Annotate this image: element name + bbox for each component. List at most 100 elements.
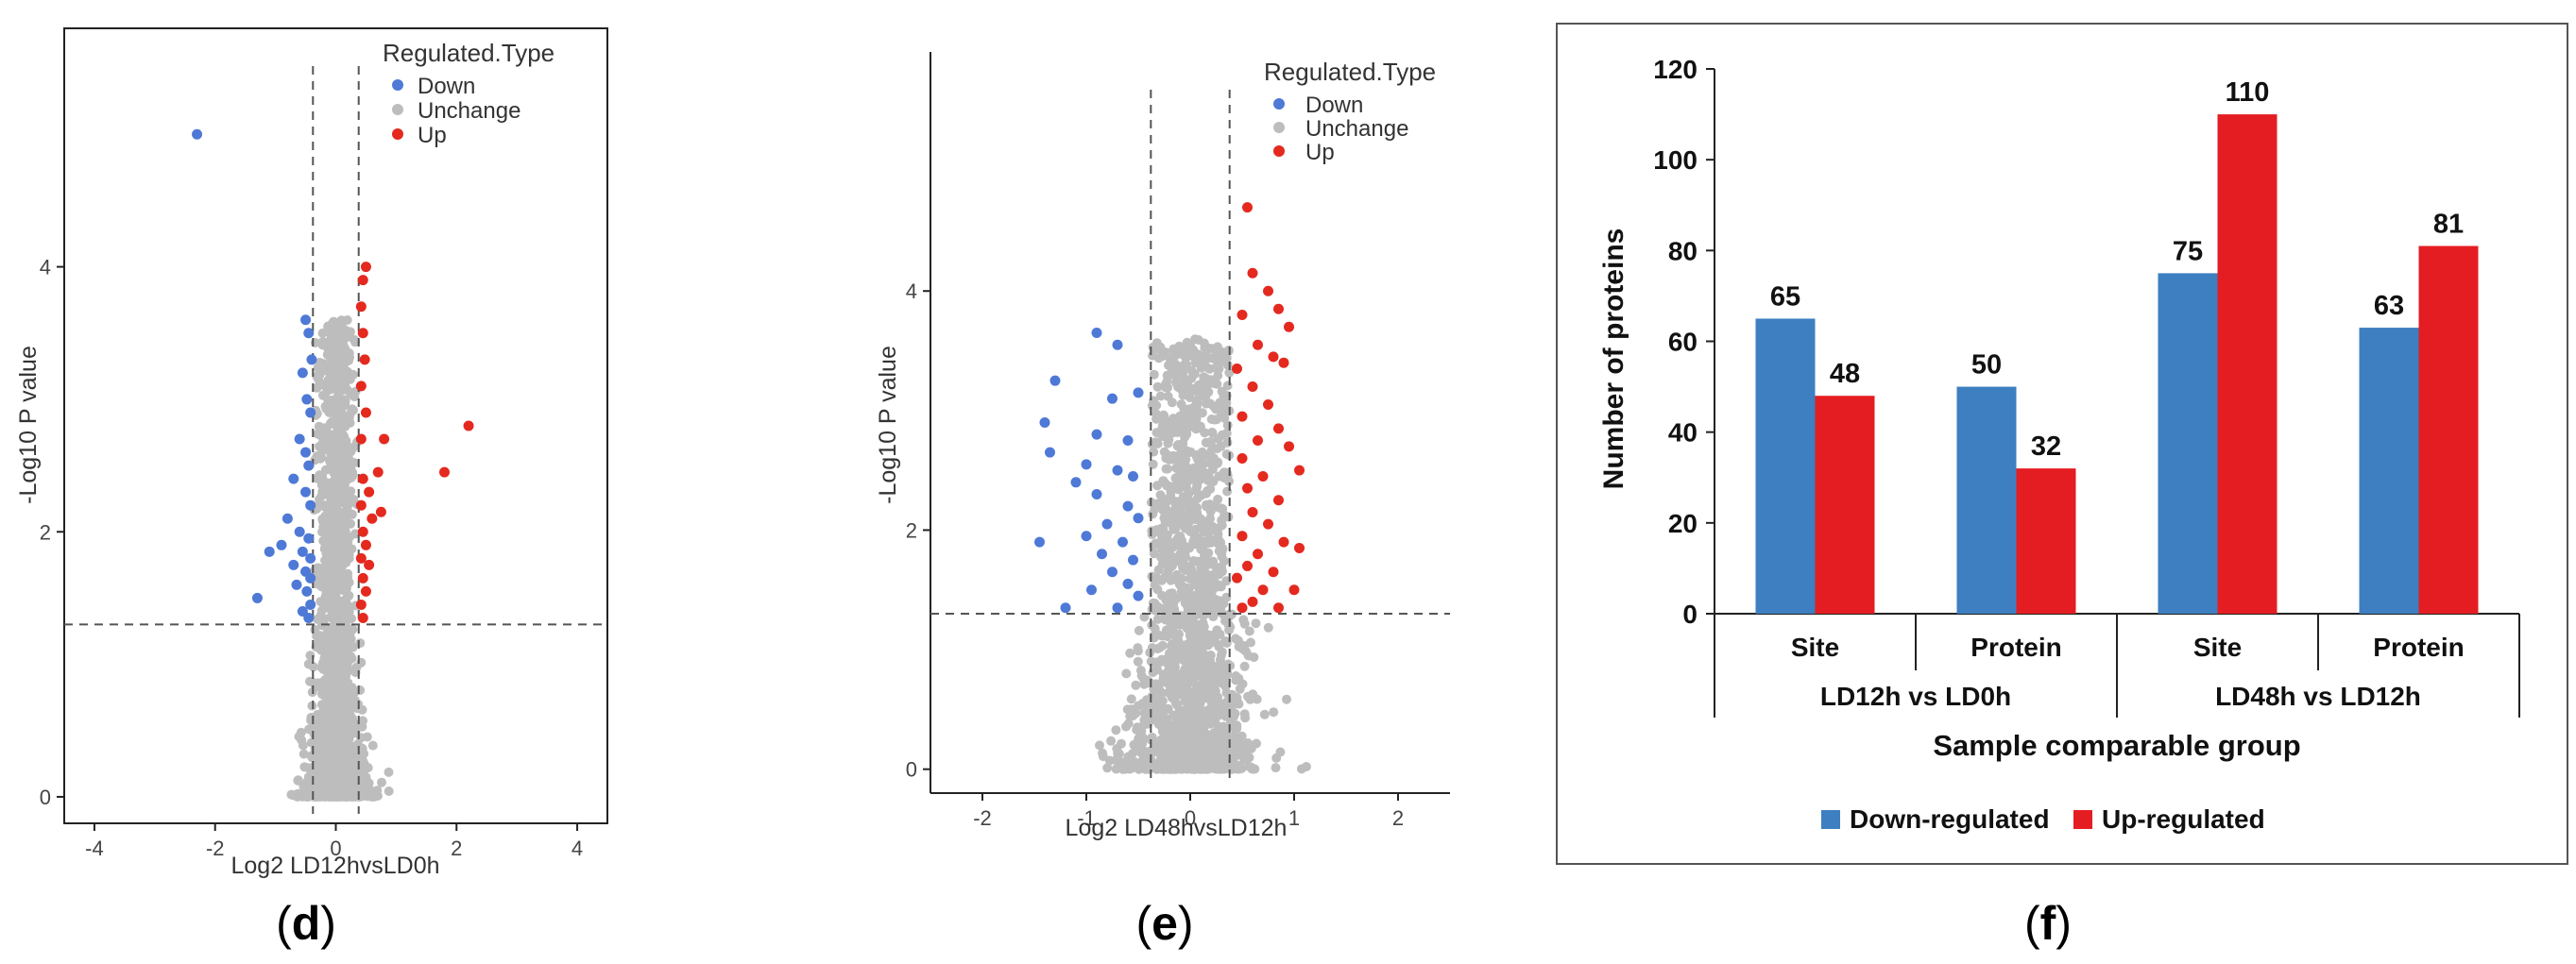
down-point (303, 328, 315, 339)
unchange-point (335, 322, 346, 332)
unchange-point (324, 328, 334, 338)
unchange-point (340, 379, 350, 389)
unchange-point (1263, 622, 1273, 633)
legend-swatch-down-e (1273, 98, 1285, 110)
unchange-point (1202, 634, 1212, 645)
unchange-point (1152, 644, 1163, 654)
unchange-point (1207, 535, 1217, 546)
unchange-point (1233, 764, 1243, 774)
down-point (1086, 584, 1097, 596)
unchange-point (1177, 543, 1187, 553)
unchange-point (1212, 729, 1222, 739)
unchange-point (1167, 397, 1177, 408)
down-point (303, 460, 315, 471)
up-point (1278, 536, 1289, 548)
unchange-point (1213, 433, 1223, 444)
unchange-point (1172, 504, 1182, 515)
up-point (1257, 470, 1269, 482)
unchange-point (327, 370, 337, 381)
unchange-point (1199, 659, 1209, 669)
unchange-point (1220, 636, 1231, 646)
unchange-point (1166, 486, 1176, 497)
unchange-point (333, 719, 343, 730)
unchange-point (346, 486, 356, 497)
unchange-point (1151, 409, 1161, 419)
unchange-point (1169, 524, 1179, 534)
x-tick-label: -1 (1077, 806, 1096, 830)
unchange-point (1197, 408, 1207, 418)
x-tick-label: 4 (571, 837, 583, 860)
unchange-point (336, 788, 347, 799)
up-point (1242, 482, 1253, 494)
y-tick-label: 2 (40, 520, 51, 544)
unchange-point (350, 786, 360, 797)
unchange-point (1155, 342, 1166, 352)
up-point (357, 473, 368, 484)
unchange-point (293, 775, 303, 786)
down-point (1112, 339, 1123, 350)
down-point (300, 447, 312, 458)
unchange-point (1208, 710, 1219, 720)
unchange-point (1175, 617, 1186, 628)
down-point (294, 433, 305, 445)
legend-swatch-down-f (1821, 810, 1840, 829)
unchange-point (372, 786, 383, 796)
unchange-point (323, 719, 333, 729)
unchange-point (1213, 370, 1223, 381)
up-point (357, 328, 368, 339)
unchange-point (1153, 353, 1164, 364)
unchange-point (340, 715, 350, 725)
unchange-point (1210, 594, 1220, 604)
unchange-point (1186, 700, 1197, 710)
up-point (1294, 542, 1305, 553)
unchange-point (329, 669, 339, 680)
unchange-point (336, 602, 347, 613)
up-point (357, 612, 368, 623)
down-point (288, 473, 299, 484)
unchange-point (1158, 631, 1169, 641)
unchange-point (1160, 611, 1170, 620)
unchange-point (1192, 684, 1203, 694)
unchange-point (309, 777, 319, 786)
unchange-point (1152, 683, 1162, 692)
unchange-point (1178, 390, 1188, 400)
unchange-point (1194, 458, 1204, 468)
unchange-point (1226, 741, 1237, 752)
unchange-point (1252, 694, 1262, 704)
unchange-point (1203, 570, 1214, 580)
y-tick-label-f: 40 (1668, 418, 1697, 448)
up-point (1247, 506, 1258, 517)
unchange-point (1195, 421, 1205, 431)
regulated-points-d (192, 128, 474, 623)
up-regulated-bar (2418, 245, 2479, 614)
up-point (1284, 441, 1294, 452)
unchange-point (1182, 360, 1191, 370)
bar-value-label: 75 (2173, 236, 2203, 266)
up-point (1237, 452, 1248, 464)
unchange-point (328, 383, 338, 394)
unchange-point (1199, 600, 1208, 611)
unchange-point (1171, 682, 1182, 692)
unchange-point (1201, 527, 1211, 537)
unchange-point (330, 735, 340, 745)
category-label: Site (1791, 633, 1839, 662)
unchange-point (1171, 463, 1182, 473)
unchange-point (298, 740, 308, 751)
unchange-point (322, 339, 333, 349)
up-point (360, 585, 371, 597)
unchange-point (342, 613, 352, 623)
unchange-point (1095, 740, 1104, 751)
unchange-point (332, 616, 342, 626)
unchange-point (333, 437, 343, 448)
unchange-point (342, 315, 352, 325)
up-point (357, 572, 368, 583)
down-point (1133, 590, 1144, 601)
up-point (1273, 303, 1284, 314)
unchange-point (1239, 709, 1250, 719)
legend-swatch-unchange-e (1273, 122, 1285, 133)
up-point (1268, 567, 1279, 578)
unchange-point (1191, 396, 1202, 406)
unchange-point (336, 356, 347, 366)
unchange-point (1128, 758, 1138, 769)
unchange-point (1133, 656, 1143, 667)
